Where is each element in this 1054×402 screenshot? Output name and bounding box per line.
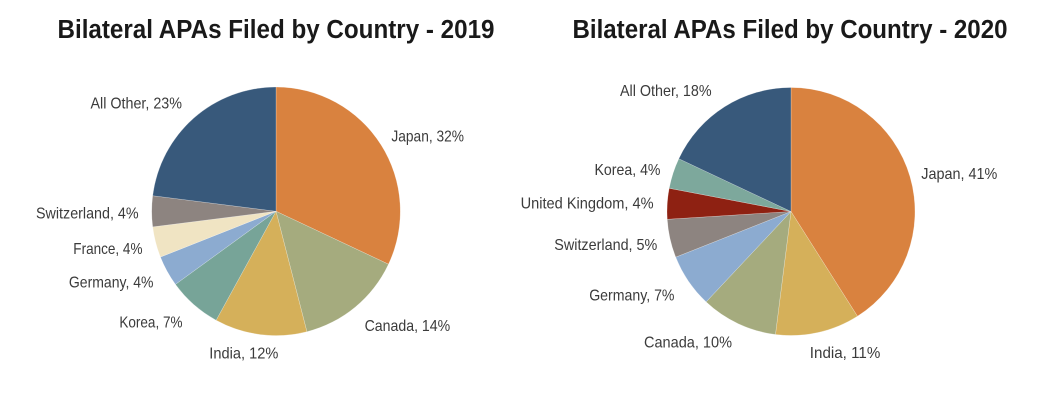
svg-text:Switzerland, 5%: Switzerland, 5% [554, 237, 657, 254]
svg-text:Japan, 41%: Japan, 41% [921, 166, 997, 183]
svg-text:Japan, 32%: Japan, 32% [391, 129, 464, 146]
svg-text:Bilateral APAs Filed by Countr: Bilateral APAs Filed by Country - 2019 [58, 16, 495, 44]
svg-text:India, 12%: India, 12% [209, 345, 278, 362]
svg-text:Bilateral APAs Filed by Countr: Bilateral APAs Filed by Country - 2020 [573, 16, 1008, 44]
svg-text:Canada, 14%: Canada, 14% [365, 318, 451, 335]
svg-text:India, 11%: India, 11% [810, 345, 881, 362]
svg-text:United Kingdom, 4%: United Kingdom, 4% [521, 195, 654, 212]
svg-text:All Other, 18%: All Other, 18% [620, 83, 712, 100]
svg-text:Germany, 4%: Germany, 4% [69, 275, 154, 292]
svg-text:Korea, 4%: Korea, 4% [595, 162, 661, 179]
svg-text:Canada, 10%: Canada, 10% [644, 335, 732, 352]
svg-text:All Other, 23%: All Other, 23% [91, 95, 183, 112]
svg-text:Korea, 7%: Korea, 7% [119, 315, 182, 332]
svg-text:Switzerland, 4%: Switzerland, 4% [36, 206, 139, 223]
svg-text:France, 4%: France, 4% [73, 241, 142, 258]
svg-text:Germany, 7%: Germany, 7% [589, 288, 674, 305]
